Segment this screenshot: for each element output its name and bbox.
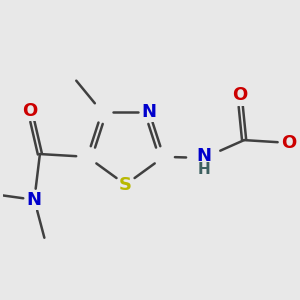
Text: S: S (119, 176, 132, 194)
Text: O: O (22, 101, 38, 119)
Text: N: N (142, 103, 157, 121)
Text: N: N (196, 147, 211, 165)
Text: O: O (232, 86, 247, 104)
Text: O: O (281, 134, 296, 152)
Text: H: H (198, 162, 210, 177)
Text: N: N (27, 191, 42, 209)
